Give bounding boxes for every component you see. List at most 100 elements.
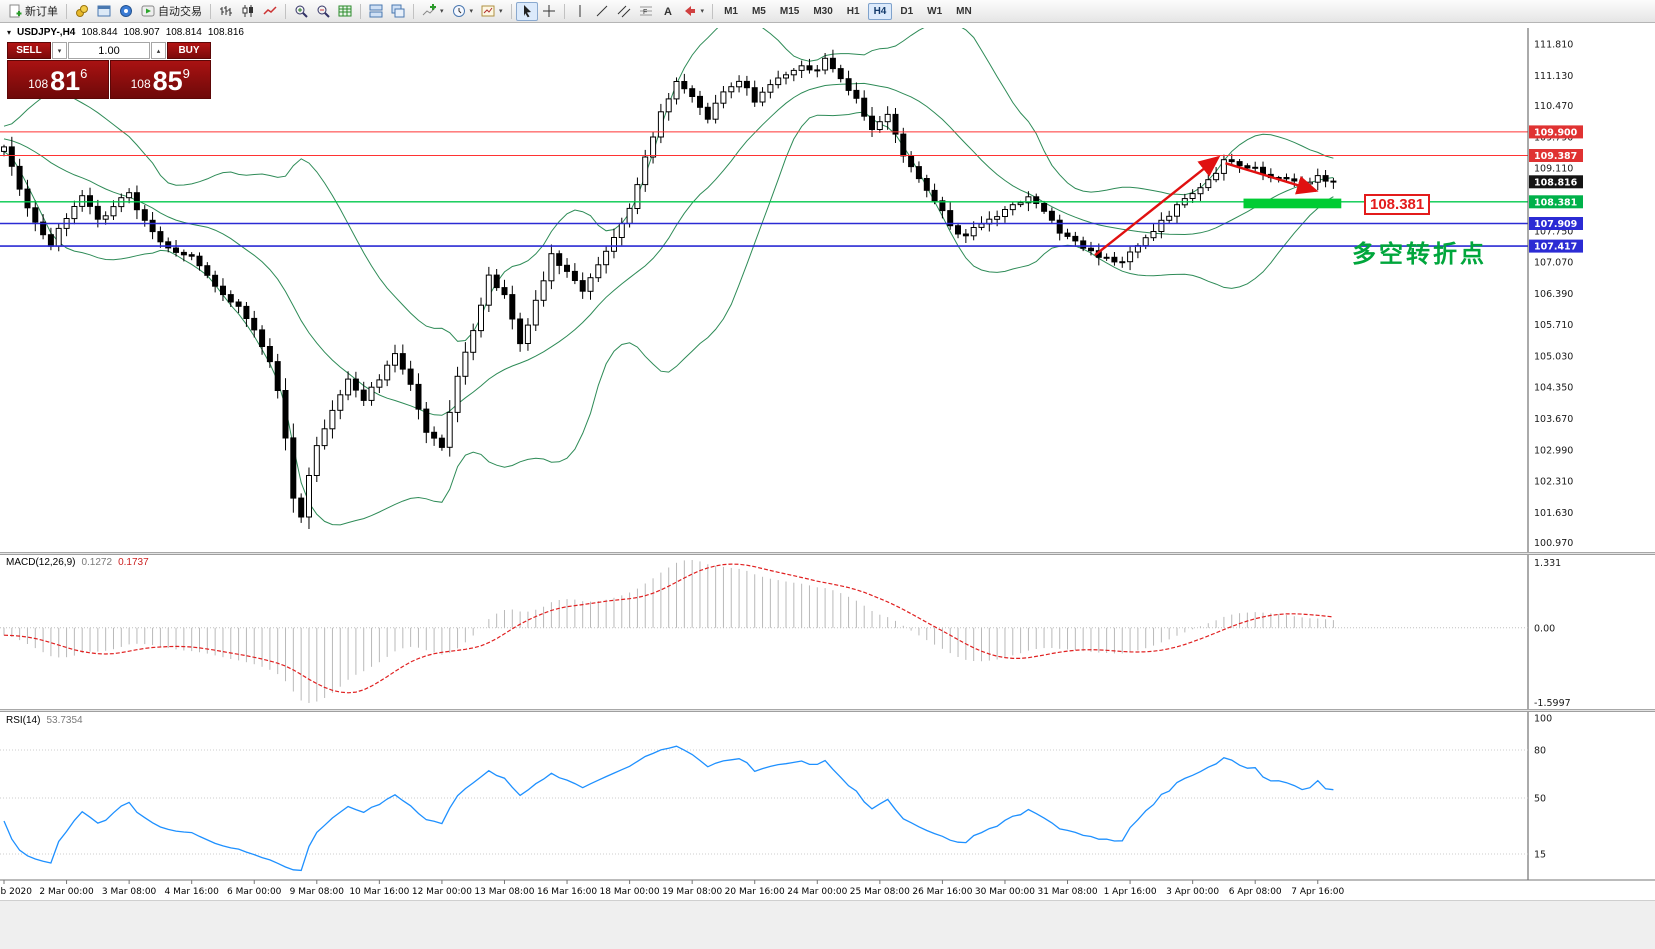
svg-text:4 Mar 16:00: 4 Mar 16:00 xyxy=(164,887,219,897)
price-tag xyxy=(1529,175,1583,189)
macd-signal-value: 0.1737 xyxy=(118,557,149,568)
cascade-windows-button[interactable] xyxy=(387,2,409,21)
svg-text:6 Apr 08:00: 6 Apr 08:00 xyxy=(1229,887,1282,897)
toolbar-separator xyxy=(510,3,512,19)
text-button[interactable]: A xyxy=(657,2,679,21)
svg-text:7 Apr 16:00: 7 Apr 16:00 xyxy=(1291,887,1344,897)
candles-icon xyxy=(241,4,255,18)
chevron-down-icon: ▾ xyxy=(499,8,503,15)
svg-text:100: 100 xyxy=(1534,714,1552,725)
macd-separator[interactable] xyxy=(0,552,1655,555)
chevron-down-icon: ▾ xyxy=(469,8,474,15)
text-icon: A xyxy=(661,4,675,18)
buy-price-prefix: 108 xyxy=(130,77,151,91)
sell-price-button[interactable]: 108 81 6 xyxy=(7,60,109,99)
timeframe-m1-button[interactable]: M1 xyxy=(724,5,738,17)
svg-text:102.990: 102.990 xyxy=(1534,445,1573,456)
autotrade-button[interactable]: 自动交易 xyxy=(137,2,206,21)
volume-input[interactable]: 1.00 xyxy=(68,42,150,59)
timeframe-m30-button[interactable]: M30 xyxy=(813,5,833,17)
cursor-icon xyxy=(520,4,534,18)
sell-button[interactable]: SELL xyxy=(7,42,51,59)
svg-text:107.909: 107.909 xyxy=(1534,219,1577,230)
open-value: 108.844 xyxy=(81,27,118,38)
volume-decrement-button[interactable]: ▾ xyxy=(52,42,67,59)
svg-text:31 Mar 08:00: 31 Mar 08:00 xyxy=(1037,887,1097,897)
buy-price-big: 85 xyxy=(152,66,183,96)
svg-text:107.750: 107.750 xyxy=(1534,226,1573,237)
indicators-button[interactable]: ▾ xyxy=(418,2,448,21)
one-click-trade-panel: SELL ▾ 1.00 ▴ BUY 108 81 6 108 85 9 xyxy=(7,42,211,99)
timeframe-d1-button[interactable]: D1 xyxy=(900,5,914,17)
chart-window-icon xyxy=(97,4,111,18)
symbol-ohlc-line: ▾ USDJPY-,H4 108.844 108.907 108.814 108… xyxy=(7,27,244,38)
line-chart-button[interactable] xyxy=(259,2,281,21)
chart-window-button[interactable] xyxy=(93,2,115,21)
toolbar-separator xyxy=(210,3,211,19)
new-order-button[interactable]: 新订单 xyxy=(4,2,62,21)
market-watch-button[interactable] xyxy=(71,2,93,21)
timeframe-mn-button[interactable]: MN xyxy=(956,5,972,17)
time-axis[interactable]: 27 Feb 2020 2 Mar 00:00 3 Mar 08:00 4 Mar 1… xyxy=(0,879,1655,897)
bar-chart-button[interactable] xyxy=(215,2,237,21)
price-tag xyxy=(1529,217,1583,230)
sell-price-prefix: 108 xyxy=(28,77,49,91)
svg-text:20 Mar 16:00: 20 Mar 16:00 xyxy=(725,887,785,897)
svg-text:3 Apr 00:00: 3 Apr 00:00 xyxy=(1166,887,1219,897)
rsi-separator[interactable] xyxy=(0,709,1655,712)
rsi-name: RSI(14) xyxy=(6,715,41,726)
timeframe-m15-button[interactable]: M15 xyxy=(779,5,800,17)
grid-button[interactable] xyxy=(334,2,356,21)
timeframe-h4-button[interactable]: H4 xyxy=(867,2,893,20)
svg-text:15: 15 xyxy=(1534,850,1546,861)
volume-increment-button[interactable]: ▴ xyxy=(151,42,166,59)
coins-icon xyxy=(75,4,89,18)
cursor-button[interactable] xyxy=(515,1,538,21)
tile-icon xyxy=(369,4,383,18)
timeframe-h1-button[interactable]: H1 xyxy=(846,5,860,17)
svg-text:6 Mar 00:00: 6 Mar 00:00 xyxy=(227,887,282,897)
zoom-in-icon xyxy=(294,4,308,18)
svg-text:1 Apr 16:00: 1 Apr 16:00 xyxy=(1104,887,1157,897)
vertical-line-button[interactable] xyxy=(569,2,591,21)
svg-text:108.381: 108.381 xyxy=(1534,197,1577,208)
objects-layer[interactable] xyxy=(0,131,1528,257)
timeframe-w1-button[interactable]: W1 xyxy=(927,5,943,17)
timeframe-m5-button[interactable]: M5 xyxy=(751,5,766,17)
channel-button[interactable] xyxy=(613,2,635,21)
templates-button[interactable]: ▾ xyxy=(477,2,507,21)
chevron-down-icon: ▾ xyxy=(440,8,444,15)
svg-text:107.070: 107.070 xyxy=(1534,258,1573,269)
support-button[interactable] xyxy=(115,2,137,21)
svg-text:25 Mar 08:00: 25 Mar 08:00 xyxy=(850,887,910,897)
svg-text:103.670: 103.670 xyxy=(1534,414,1573,425)
svg-text:-1.5997: -1.5997 xyxy=(1534,698,1571,709)
zoom-out-icon xyxy=(316,4,330,18)
arrows-button[interactable]: ▾ xyxy=(679,2,709,21)
periods-button[interactable]: ▾ xyxy=(448,2,478,21)
macd-panel: 1.331 0.00 -1.5997 xyxy=(0,558,1571,709)
zoom-in-button[interactable] xyxy=(290,2,312,21)
price-axis[interactable]: 111.810111.130110.470109.790109.110107.7… xyxy=(1527,28,1583,880)
sell-price-big: 81 xyxy=(50,66,81,96)
one-click-toggle-icon[interactable]: ▾ xyxy=(7,28,12,37)
cascade-icon xyxy=(391,4,405,18)
turning-point-label: 多空转折点 xyxy=(1352,240,1487,268)
crosshair-button[interactable] xyxy=(538,2,560,21)
svg-text:9 Mar 08:00: 9 Mar 08:00 xyxy=(290,887,345,897)
fibonacci-button[interactable]: F xyxy=(635,2,657,21)
tile-windows-button[interactable] xyxy=(365,2,387,21)
candlestick-button[interactable] xyxy=(237,2,259,21)
template-icon xyxy=(481,4,495,18)
buy-price-button[interactable]: 108 85 9 xyxy=(109,60,211,99)
buy-button[interactable]: BUY xyxy=(167,42,211,59)
bars-icon xyxy=(219,4,233,18)
trendline-button[interactable] xyxy=(591,2,613,21)
svg-text:26 Mar 16:00: 26 Mar 16:00 xyxy=(912,887,972,897)
toolbar-separator xyxy=(66,3,67,19)
green-zone-rectangle xyxy=(1243,198,1342,209)
svg-text:50: 50 xyxy=(1534,794,1546,805)
zoom-out-button[interactable] xyxy=(312,2,334,21)
